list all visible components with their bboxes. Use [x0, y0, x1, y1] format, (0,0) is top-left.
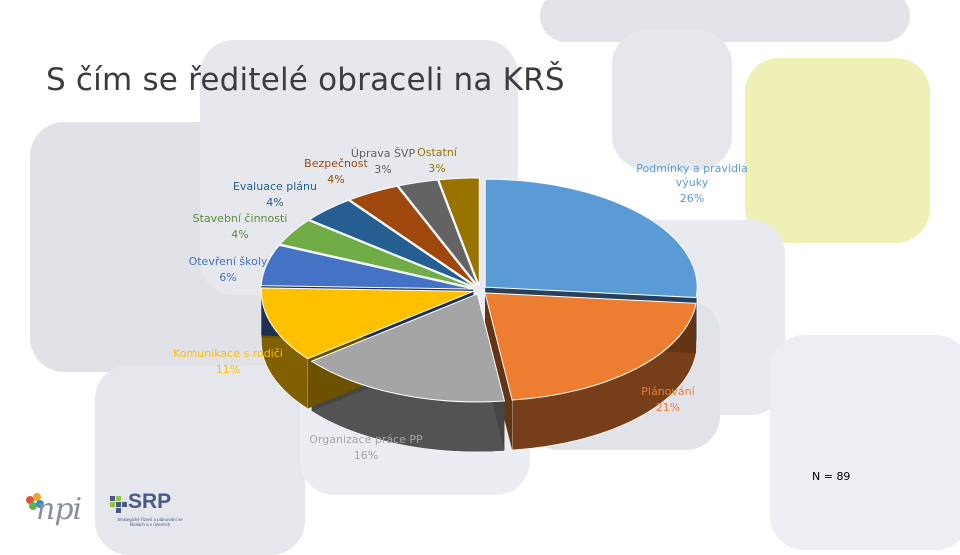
bg-shape — [745, 58, 930, 243]
slice-label-name: Podmínky a pravidla — [636, 162, 748, 175]
slice-label: Bezpečnost 4% — [304, 157, 368, 186]
slice-label-value: 4% — [231, 228, 248, 241]
slice-label: Úprava ŠVP 3% — [351, 147, 416, 176]
slice-label-name: Evaluace plánu — [233, 180, 317, 193]
slice-label: Komunikace s rodiči 11% — [173, 347, 283, 376]
npi-logo — [26, 493, 44, 510]
slice-label-value: 4% — [266, 196, 283, 209]
slice-label: Otevření školy 6% — [189, 255, 268, 284]
srp-logo — [110, 496, 127, 513]
bg-shape — [540, 0, 910, 42]
srp-logo-text: SRP — [128, 490, 172, 513]
slice-label: Organizace práce PP 16% — [309, 433, 423, 462]
pie-slice-1 — [484, 292, 697, 401]
slice-label: Podmínky a pravidla výuky 26% — [636, 162, 748, 205]
npi-logo-text: npi — [36, 492, 82, 527]
slice-label-name: Ostatní — [417, 146, 458, 159]
pie-slice-3 — [260, 287, 474, 360]
bg-shape — [770, 335, 960, 550]
slice-label: Ostatní 3% — [417, 146, 458, 175]
pie-slice-7 — [348, 185, 477, 287]
sample-size-note: N = 89 — [812, 470, 851, 483]
slice-label: Stavební činnosti 4% — [193, 212, 288, 241]
pie-slice-8 — [397, 179, 479, 287]
slice-label-value: 4% — [327, 173, 344, 186]
bg-shape — [612, 30, 732, 170]
slice-label-name: Úprava ŠVP — [351, 147, 416, 160]
slice-label-value: 3% — [374, 163, 391, 176]
slice-label-name: výuky — [676, 176, 709, 189]
slice-label-name: Plánování — [641, 385, 695, 398]
pie-slice-4 — [260, 244, 474, 290]
srp-logo-subtitle: Strategické řízení a plánování ve školác… — [117, 517, 183, 527]
slice-label-value: 3% — [428, 162, 445, 175]
slice-label-name: Stavební činnosti — [193, 212, 288, 225]
slice-label: Plánování 21% — [641, 385, 695, 414]
slice-label-name: Bezpečnost — [304, 157, 368, 170]
bg-shape — [95, 365, 305, 555]
slice-label-name: Organizace práce PP — [309, 433, 423, 446]
pie-slice-wall — [485, 292, 513, 451]
pie-slice-6 — [308, 199, 476, 288]
pie-slice-9 — [438, 177, 480, 286]
slice-label-value: 6% — [219, 271, 236, 284]
pie-slice-2 — [310, 293, 506, 403]
slice-label-value: 16% — [354, 449, 378, 462]
slice-label-value: 21% — [656, 401, 680, 414]
pie-slice-0 — [484, 178, 698, 299]
slice-label-name: Otevření školy — [189, 255, 268, 268]
slide-title: S čím se ředitelé obraceli na KRŠ — [46, 62, 565, 98]
slice-label: Evaluace plánu 4% — [233, 180, 317, 209]
slice-label-value: 26% — [680, 192, 704, 205]
slice-label-name: Komunikace s rodiči — [173, 347, 283, 360]
pie-chart: Podmínky a pravidla výuky 26% Plánování 21% O… — [173, 146, 748, 462]
slice-label-value: 11% — [216, 363, 240, 376]
pie-slice-5 — [279, 219, 475, 289]
